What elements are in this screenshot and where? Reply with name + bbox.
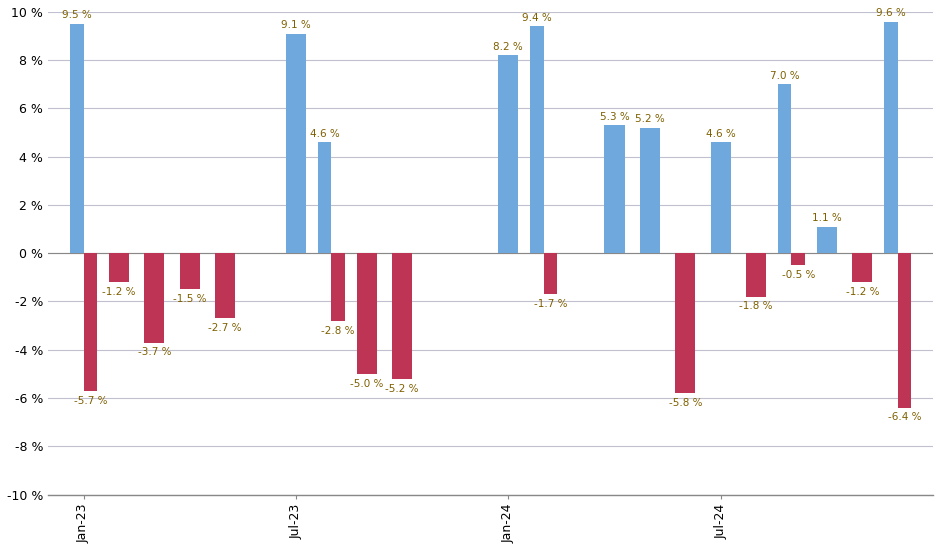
Text: -5.2 %: -5.2 % bbox=[385, 383, 419, 394]
Bar bbox=[331, 253, 345, 321]
Text: -1.2 %: -1.2 % bbox=[102, 287, 135, 297]
Text: -1.8 %: -1.8 % bbox=[740, 301, 773, 311]
Text: 7.0 %: 7.0 % bbox=[770, 71, 800, 81]
Text: -2.7 %: -2.7 % bbox=[209, 323, 242, 333]
Text: 4.6 %: 4.6 % bbox=[706, 129, 736, 139]
Bar bbox=[885, 21, 898, 253]
Bar bbox=[746, 253, 766, 296]
Bar bbox=[498, 56, 518, 253]
Bar bbox=[791, 253, 805, 265]
Bar bbox=[356, 253, 377, 374]
Text: 5.3 %: 5.3 % bbox=[600, 112, 630, 122]
Text: -0.5 %: -0.5 % bbox=[781, 270, 815, 280]
Bar bbox=[180, 253, 200, 289]
Text: -3.7 %: -3.7 % bbox=[137, 348, 171, 358]
Text: 9.6 %: 9.6 % bbox=[876, 8, 906, 18]
Bar bbox=[70, 24, 84, 253]
Bar bbox=[215, 253, 235, 318]
Bar bbox=[109, 253, 129, 282]
Text: 8.2 %: 8.2 % bbox=[494, 42, 524, 52]
Bar bbox=[604, 125, 624, 253]
Text: -1.7 %: -1.7 % bbox=[534, 299, 567, 309]
Bar bbox=[84, 253, 97, 390]
Text: -1.5 %: -1.5 % bbox=[173, 294, 207, 304]
Bar bbox=[778, 84, 791, 253]
Text: -5.8 %: -5.8 % bbox=[668, 398, 702, 408]
Text: 1.1 %: 1.1 % bbox=[812, 213, 841, 223]
Bar bbox=[392, 253, 413, 379]
Bar bbox=[144, 253, 164, 343]
Text: -2.8 %: -2.8 % bbox=[321, 326, 354, 336]
Text: 5.2 %: 5.2 % bbox=[635, 114, 665, 124]
Bar bbox=[286, 34, 306, 253]
Text: 9.5 %: 9.5 % bbox=[62, 10, 92, 20]
Bar bbox=[853, 253, 872, 282]
Bar bbox=[530, 26, 543, 253]
Text: 9.1 %: 9.1 % bbox=[281, 20, 311, 30]
Bar bbox=[640, 128, 660, 253]
Text: -5.0 %: -5.0 % bbox=[350, 379, 384, 389]
Text: 9.4 %: 9.4 % bbox=[522, 13, 552, 23]
Text: -1.2 %: -1.2 % bbox=[845, 287, 879, 297]
Bar bbox=[817, 227, 837, 253]
Bar bbox=[711, 142, 730, 253]
Bar bbox=[898, 253, 911, 408]
Text: -5.7 %: -5.7 % bbox=[73, 395, 107, 405]
Bar bbox=[318, 142, 331, 253]
Text: -6.4 %: -6.4 % bbox=[887, 412, 921, 422]
Bar bbox=[543, 253, 557, 294]
Text: 4.6 %: 4.6 % bbox=[310, 129, 339, 139]
Bar bbox=[675, 253, 696, 393]
